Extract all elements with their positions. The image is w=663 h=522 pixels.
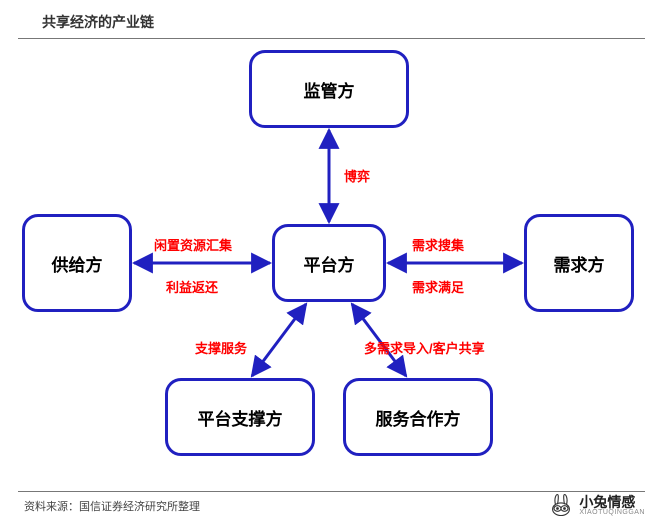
diagram-canvas: 监管方平台方 供给方 需求方平台支撑方服务合作方 博弈闲置资源汇集利益返还 需求搜集需求… [0, 38, 663, 488]
brand-sub: XIAOTUQINGGAN [579, 509, 645, 516]
edge-support-platform [252, 304, 306, 376]
page-title: 共享经济的产业链 [42, 14, 154, 30]
node-support: 平台支撑方 [165, 378, 315, 456]
edge-label-svc: 支撑服务 [195, 338, 247, 357]
footer-source: 资料来源：国信证券经济研究所整理 [18, 498, 200, 514]
rabbit-icon [547, 492, 575, 518]
node-partner: 服务合作方 [343, 378, 493, 456]
brand-name: 小兔情感 [579, 495, 645, 509]
brand: 小兔情感 XIAOTUQINGGAN [547, 492, 645, 518]
edge-label-game: 博弈 [344, 166, 370, 185]
edge-label-profit: 利益返还 [166, 277, 218, 296]
edge-label-collect: 需求搜集 [412, 235, 464, 254]
node-regulator: 监管方 [249, 50, 409, 128]
edge-label-satisfy: 需求满足 [412, 277, 464, 296]
title-bar: 共享经济的产业链 [18, 8, 645, 39]
edge-label-import: 多需求导入/客户共享 [364, 338, 485, 357]
edge-label-idle: 闲置资源汇集 [154, 235, 232, 254]
node-supply: 供给方 [22, 214, 132, 312]
node-platform: 平台方 [272, 224, 386, 302]
node-demand: 需求方 [524, 214, 634, 312]
